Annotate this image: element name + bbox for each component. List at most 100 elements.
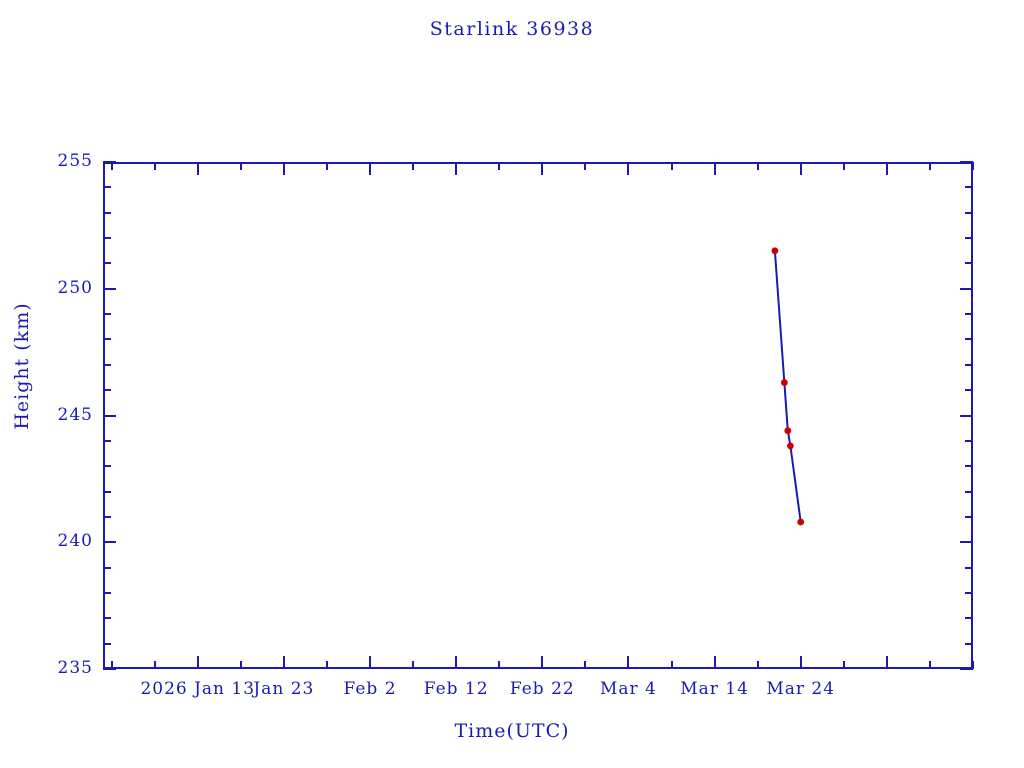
y-axis-tick-label: 245 <box>57 404 93 425</box>
x-axis-tick-label: Jan 23 <box>253 679 315 699</box>
chart-title: Starlink 36938 <box>429 18 595 40</box>
x-axis-tick <box>110 661 113 669</box>
x-axis-tick <box>455 656 458 669</box>
x-axis-tick <box>541 162 544 175</box>
x-axis-tick <box>196 656 199 669</box>
y-axis-tick <box>103 287 116 290</box>
y-axis-tick <box>103 490 111 493</box>
x-axis-tick-label: Mar 14 <box>680 679 749 699</box>
y-axis-tick-label: 250 <box>57 277 93 298</box>
y-axis-tick <box>103 389 111 392</box>
data-point <box>771 247 779 255</box>
y-axis-tick <box>965 237 973 240</box>
x-axis-tick <box>153 661 156 669</box>
y-axis-title: Height (km) <box>11 302 33 430</box>
y-axis-tick <box>103 617 111 620</box>
x-axis-tick <box>627 162 630 175</box>
y-axis-tick <box>103 414 116 417</box>
y-axis-tick <box>965 262 973 265</box>
y-axis-tick <box>965 617 973 620</box>
data-series-layer <box>771 247 805 526</box>
x-axis-tick <box>928 162 931 170</box>
y-axis-tick-label: 240 <box>57 531 93 552</box>
data-point <box>786 442 794 450</box>
x-axis-tick <box>196 162 199 175</box>
x-axis-tick-label: Mar 4 <box>599 679 657 699</box>
y-axis-tick <box>960 414 973 417</box>
x-axis-tick-label: Feb 12 <box>423 679 489 699</box>
y-axis-tick-label: 255 <box>57 151 93 171</box>
x-axis-tick <box>928 661 931 669</box>
y-axis-tick-label: 235 <box>57 658 93 678</box>
y-axis-tick <box>103 566 111 569</box>
y-axis-tick <box>965 591 973 594</box>
x-axis-tick <box>369 162 372 175</box>
x-axis-tick <box>627 656 630 669</box>
x-axis-tick <box>110 162 113 170</box>
x-axis-tick <box>239 162 242 170</box>
y-axis-tick <box>103 338 111 341</box>
x-axis-tick <box>972 661 974 669</box>
x-axis-tick <box>885 162 888 175</box>
x-axis-tick <box>412 661 415 669</box>
y-axis-tick <box>103 363 111 366</box>
y-axis-tick <box>103 591 111 594</box>
y-axis-tick <box>103 313 111 316</box>
plot-area <box>103 162 973 669</box>
x-axis-tick <box>455 162 458 175</box>
y-axis-tick <box>960 668 973 670</box>
x-axis-tick <box>842 162 845 170</box>
x-axis-tick-label: Feb 2 <box>343 679 397 699</box>
y-axis-tick <box>965 439 973 442</box>
data-line <box>773 250 802 523</box>
x-axis-tick <box>670 661 673 669</box>
x-axis-tick <box>799 162 802 175</box>
y-axis-tick <box>103 262 111 265</box>
y-axis-tick <box>103 186 111 189</box>
x-axis-tick <box>498 162 501 170</box>
y-axis-tick <box>965 363 973 366</box>
y-axis-tick <box>965 642 973 645</box>
data-point <box>780 379 788 386</box>
y-axis-tick <box>103 161 116 163</box>
x-axis-tick <box>282 656 285 669</box>
x-axis-tick <box>282 162 285 175</box>
x-axis-tick-label: 2026 Jan 13 <box>140 679 256 699</box>
x-axis-tick <box>885 656 888 669</box>
x-axis-tick <box>498 661 501 669</box>
y-axis-tick <box>960 161 973 163</box>
x-axis-tick <box>541 656 544 669</box>
x-axis-tick-label: Feb 22 <box>509 679 575 699</box>
x-axis-tick <box>369 656 372 669</box>
x-axis-tick <box>713 162 716 175</box>
x-axis-tick-label: Mar 24 <box>766 679 836 699</box>
y-axis-tick <box>103 439 111 442</box>
y-axis-tick <box>965 465 973 468</box>
x-axis-tick <box>325 162 328 170</box>
y-axis-tick <box>103 237 111 240</box>
x-axis-tick <box>239 661 242 669</box>
y-axis-tick <box>103 642 111 645</box>
y-axis-tick <box>960 287 973 290</box>
y-axis-tick <box>965 490 973 493</box>
x-axis-tick <box>584 162 587 170</box>
x-axis-tick <box>799 656 802 669</box>
y-axis-tick <box>103 515 111 518</box>
y-axis-tick <box>965 389 973 392</box>
data-point <box>784 427 792 435</box>
y-axis-tick <box>965 566 973 569</box>
x-axis-tick <box>842 661 845 669</box>
y-axis-tick <box>960 541 973 544</box>
x-axis-tick <box>412 162 415 170</box>
y-axis-tick <box>965 186 973 189</box>
y-axis-tick <box>103 211 111 214</box>
x-axis-title: Time(UTC) <box>454 720 570 742</box>
x-axis-tick <box>325 661 328 669</box>
x-axis-tick <box>670 162 673 170</box>
y-axis-tick <box>103 465 111 468</box>
x-axis-tick <box>584 661 587 669</box>
data-point <box>797 518 805 526</box>
x-axis-tick <box>756 162 759 170</box>
y-axis-tick <box>965 313 973 316</box>
